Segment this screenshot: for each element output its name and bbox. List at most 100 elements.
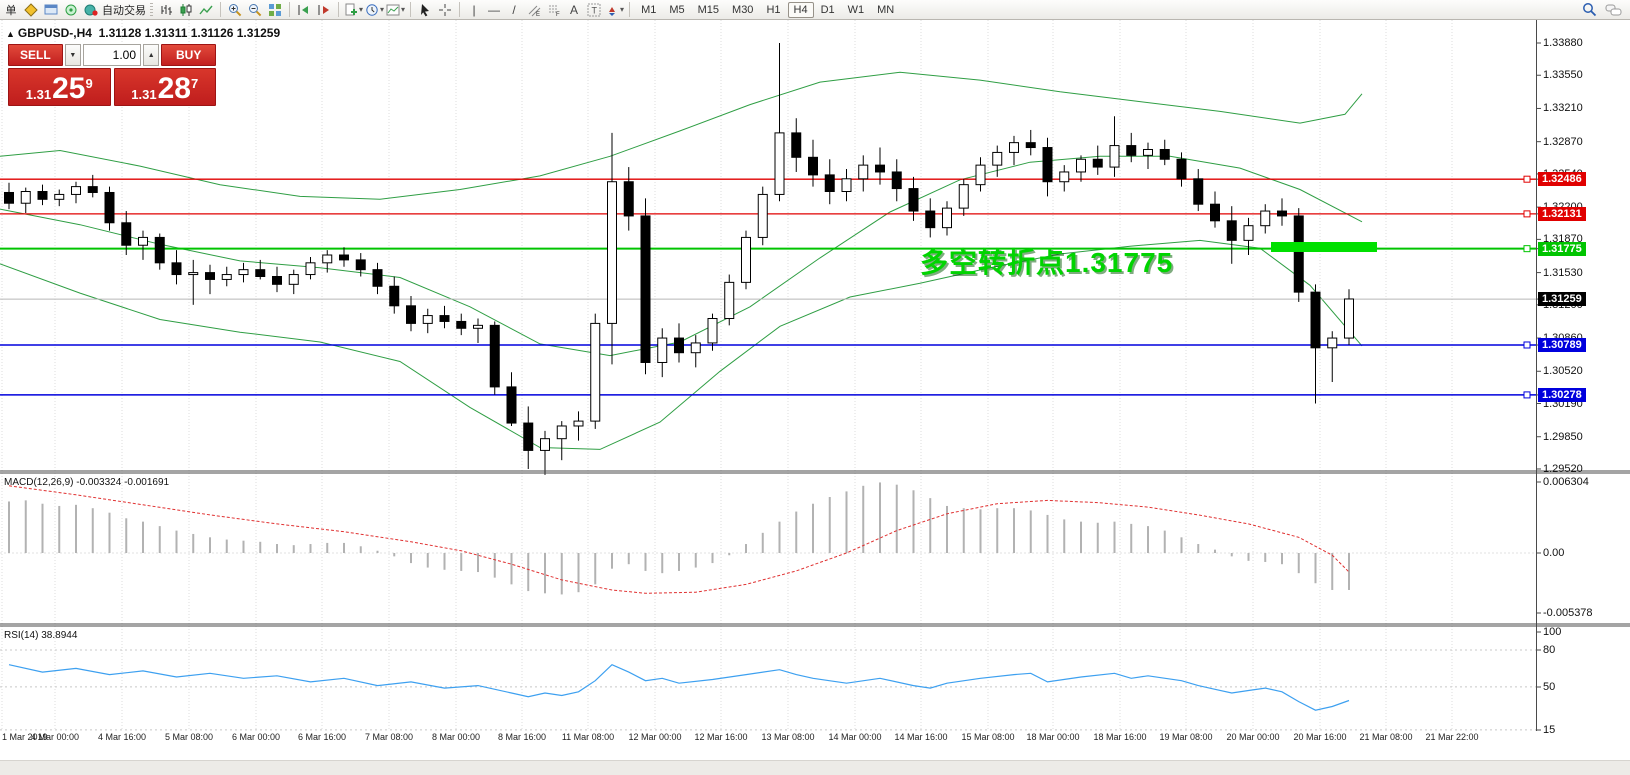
macd-histogram-bar <box>510 553 513 585</box>
dropdown-caret-icon[interactable]: ▾ <box>380 5 385 14</box>
cursor-icon[interactable] <box>416 1 434 19</box>
candle-body <box>975 164 986 186</box>
candlestick-chart-type-icon[interactable] <box>177 1 195 19</box>
ohlc-values: 1.31128 1.31311 1.31126 1.31259 <box>98 26 281 40</box>
macd-histogram-bar <box>1147 526 1149 553</box>
text-label-tool-icon[interactable]: T <box>585 1 603 19</box>
buy-button[interactable]: BUY <box>161 44 216 66</box>
chat-icon[interactable] <box>1604 1 1622 19</box>
dropdown-caret-icon[interactable]: ▾ <box>401 5 406 14</box>
macd-histogram-bar <box>242 540 245 553</box>
chart-shift-icon[interactable] <box>315 1 333 19</box>
candle-body <box>1042 147 1053 183</box>
candle-body <box>506 386 517 424</box>
macd-histogram-bar <box>1163 530 1166 553</box>
zoom-out-icon[interactable] <box>246 1 264 19</box>
vertical-line-tool-icon[interactable]: | <box>472 2 476 17</box>
templates-icon[interactable]: ▾ <box>386 1 405 19</box>
volume-input[interactable] <box>83 44 141 66</box>
timeframe-buttons: M1 M5 M15 M30 H1 H4 D1 W1 MN <box>635 1 900 18</box>
arrows-tool-icon[interactable]: ▾ <box>605 1 624 19</box>
macd-histogram-bar <box>1113 521 1116 553</box>
candle-body <box>1210 203 1220 222</box>
macd-histogram-bar <box>125 518 128 553</box>
autotrading-label[interactable]: 自动交易 <box>102 4 146 17</box>
timeframe-button-m5[interactable]: M5 <box>669 3 685 16</box>
macd-histogram-bar <box>544 553 546 594</box>
macd-histogram-bar <box>1281 553 1283 565</box>
menu-text[interactable]: 单 <box>5 4 17 17</box>
candle-body <box>858 164 869 180</box>
macd-histogram-bar <box>108 512 111 553</box>
level-line-handle <box>1523 391 1531 399</box>
macd-histogram-bar <box>8 501 10 553</box>
periods-icon[interactable]: ▾ <box>365 1 384 19</box>
candle-body <box>1109 145 1120 168</box>
buy-price-tile[interactable]: 1.31 28 7 <box>113 68 216 106</box>
macd-histogram-bar <box>728 553 731 556</box>
timeframe-button-h4[interactable]: H4 <box>787 1 814 18</box>
macd-histogram-bar <box>778 521 781 553</box>
auto-scroll-icon[interactable] <box>295 1 313 19</box>
zoom-in-icon[interactable] <box>226 1 244 19</box>
macd-histogram-bar <box>1013 508 1015 553</box>
timeframe-button-m1[interactable]: M1 <box>641 3 657 16</box>
macd-histogram-bar <box>1297 553 1300 574</box>
sell-button[interactable]: SELL <box>8 44 63 66</box>
tile-windows-icon[interactable] <box>266 1 284 19</box>
crosshair-icon[interactable] <box>436 1 454 19</box>
macd-histogram-bar <box>694 553 697 568</box>
bar-chart-type-icon[interactable] <box>157 1 175 19</box>
volume-decrease-button[interactable]: ▼ <box>64 44 81 66</box>
one-click-trading-panel: SELL ▼ ▲ BUY 1.31 25 9 1.31 28 7 <box>8 44 216 106</box>
macd-histogram-bar <box>493 553 496 578</box>
sell-price-sup: 9 <box>85 76 93 91</box>
macd-histogram-bar <box>276 544 278 553</box>
horizontal-line-tool-icon[interactable]: — <box>488 2 501 17</box>
candle-body <box>1092 158 1103 168</box>
dropdown-caret-icon[interactable]: ▾ <box>359 5 364 14</box>
candle-body <box>958 184 969 209</box>
timeframe-button-w1[interactable]: W1 <box>847 3 865 16</box>
macd-histogram-bar <box>24 500 27 553</box>
volume-increase-button[interactable]: ▲ <box>143 44 160 66</box>
candle-body <box>741 236 751 283</box>
timeframe-button-m15[interactable]: M15 <box>697 3 720 16</box>
new-order-icon[interactable] <box>22 1 40 19</box>
candle-body <box>942 207 952 229</box>
line-chart-type-icon[interactable] <box>197 1 215 19</box>
candle-body <box>875 164 885 173</box>
macd-indicator-label: MACD(12,26,9) -0.003324 -0.001691 <box>4 477 170 488</box>
candle-body <box>238 269 249 276</box>
trendline-tool-icon[interactable]: / <box>512 2 516 17</box>
macd-histogram-bar <box>1331 553 1334 590</box>
timeframe-button-h1[interactable]: H1 <box>766 3 781 16</box>
candle-body <box>1009 142 1019 153</box>
dropdown-caret-icon[interactable]: ▾ <box>620 5 625 14</box>
channel-tool-icon[interactable]: E <box>525 1 543 19</box>
fibonacci-tool-icon[interactable]: F <box>545 1 563 19</box>
macd-histogram-bar <box>376 550 379 553</box>
toolbar-separator <box>220 2 221 17</box>
text-tool-icon[interactable]: A <box>570 2 579 17</box>
timeframe-button-d1[interactable]: D1 <box>820 3 835 16</box>
timeframe-button-mn[interactable]: MN <box>877 3 895 16</box>
buy-price-prefix: 1.31 <box>131 87 157 102</box>
market-watch-icon[interactable] <box>62 1 80 19</box>
indicators-icon[interactable]: ▾ <box>344 1 363 19</box>
autotrading-icon[interactable] <box>82 1 100 19</box>
collapse-icon[interactable]: ▲ <box>6 29 15 39</box>
candle-body <box>623 181 634 217</box>
candle-body <box>339 254 349 261</box>
macd-histogram-bar <box>1180 537 1183 553</box>
candle-body <box>188 272 199 276</box>
timeframe-button-m30[interactable]: M30 <box>732 3 754 16</box>
candle-body <box>322 254 333 264</box>
search-icon[interactable] <box>1580 1 1598 19</box>
candle-body <box>808 156 818 176</box>
rsi-line <box>8 663 1350 711</box>
charts-window-icon[interactable] <box>42 1 60 19</box>
sell-price-tile[interactable]: 1.31 25 9 <box>8 68 111 106</box>
macd-histogram-bar <box>1029 510 1032 553</box>
